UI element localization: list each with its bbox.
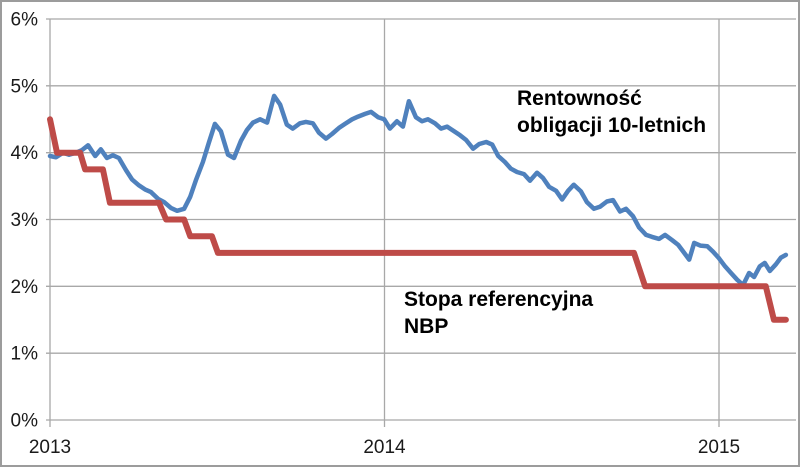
y-axis-label-3: 3% xyxy=(11,210,39,231)
reference-rate-label-line-2: NBP xyxy=(404,315,448,338)
x-axis-label-2014: 2014 xyxy=(363,437,406,458)
y-axis-label-6: 6% xyxy=(11,10,39,31)
y-axis-label-4: 4% xyxy=(11,143,39,164)
bond-yield-label-line-2: obligacji 10-letnich xyxy=(517,114,706,137)
bond-yield-line xyxy=(47,93,789,288)
reference-rate-line xyxy=(47,116,789,323)
x-axis-label-2013: 2013 xyxy=(29,437,71,458)
axis-label-group: 0% 1% 2% 3% 4% 5% 6% 2013 2014 2015 xyxy=(11,10,741,458)
y-axis-label-1: 1% xyxy=(11,344,39,365)
series-group xyxy=(47,93,789,323)
bond-yield-label-line-1: Rentowność xyxy=(517,87,642,110)
y-axis-label-2: 2% xyxy=(11,277,39,298)
y-axis-label-5: 5% xyxy=(11,76,39,97)
y-axis-label-0: 0% xyxy=(11,411,39,432)
x-axis-label-2015: 2015 xyxy=(698,437,740,458)
annotation-group: Rentowność obligacji 10-letnich Stopa refe… xyxy=(404,87,706,338)
grid-group xyxy=(46,18,796,427)
reference-rate-label-line-1: Stopa referencyjna xyxy=(404,288,593,311)
